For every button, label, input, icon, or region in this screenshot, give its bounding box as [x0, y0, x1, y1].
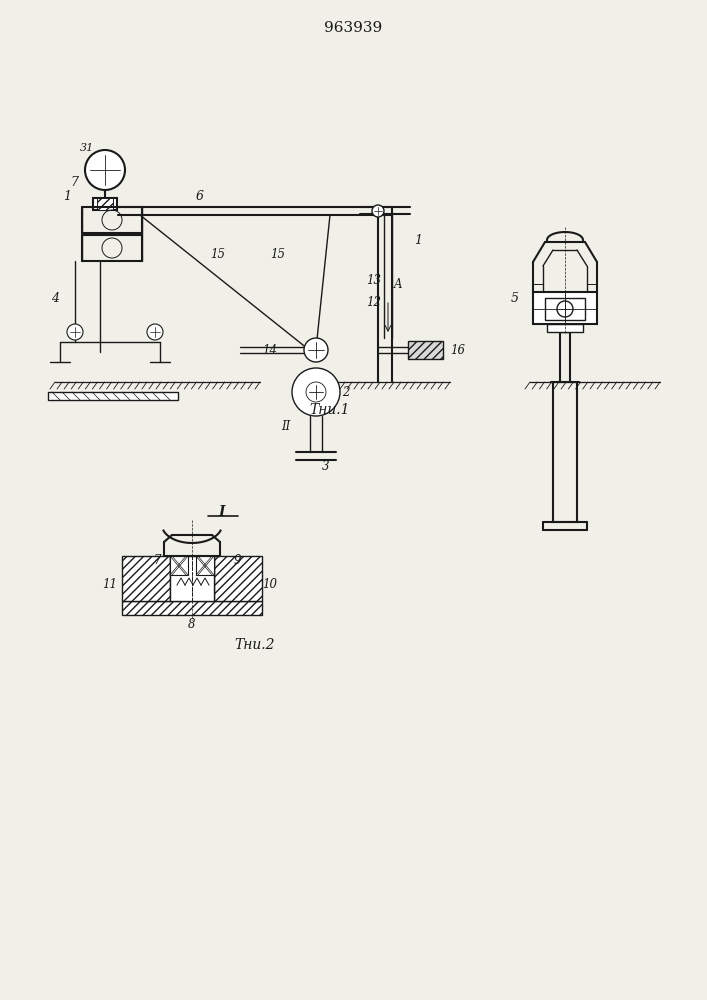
Bar [170, 556, 188, 575]
Text: I: I [218, 505, 226, 519]
Text: II: II [281, 420, 291, 434]
Text: Τни.2: Τни.2 [235, 638, 275, 652]
Bar [97, 198, 113, 210]
Text: 13: 13 [366, 273, 382, 286]
Text: Τни.1: Τни.1 [310, 403, 350, 417]
Circle shape [372, 205, 384, 217]
Text: 1: 1 [414, 233, 422, 246]
Bar [196, 556, 214, 575]
Text: 16: 16 [450, 344, 465, 357]
Text: 963939: 963939 [324, 21, 382, 35]
Text: 1: 1 [63, 190, 71, 204]
Circle shape [557, 301, 573, 317]
Bar [122, 556, 170, 601]
Bar [170, 556, 214, 601]
Text: 12: 12 [366, 296, 382, 308]
Text: 8: 8 [188, 618, 196, 632]
Circle shape [147, 324, 163, 340]
Bar [545, 298, 585, 320]
Circle shape [304, 338, 328, 362]
Text: 7: 7 [153, 554, 160, 566]
Text: 14: 14 [262, 344, 278, 357]
Bar [93, 198, 117, 210]
Text: 2: 2 [342, 385, 350, 398]
Circle shape [85, 150, 125, 190]
Bar [408, 341, 443, 359]
Bar [122, 601, 262, 615]
Text: 3: 3 [322, 460, 329, 474]
Text: 11: 11 [103, 578, 117, 591]
Bar [214, 556, 262, 601]
Text: 15: 15 [271, 248, 286, 261]
Text: 6: 6 [196, 190, 204, 204]
Text: 9: 9 [233, 554, 241, 566]
Bar [533, 292, 597, 324]
Text: 31: 31 [80, 143, 94, 153]
Text: A: A [394, 278, 402, 292]
Circle shape [67, 324, 83, 340]
Bar [547, 324, 583, 332]
Circle shape [306, 382, 326, 402]
Text: 10: 10 [262, 578, 278, 591]
Circle shape [292, 368, 340, 416]
Text: 4: 4 [51, 292, 59, 304]
Bar [48, 392, 178, 400]
Text: 5: 5 [511, 292, 519, 306]
Text: 7: 7 [70, 176, 78, 188]
Text: 15: 15 [211, 248, 226, 261]
